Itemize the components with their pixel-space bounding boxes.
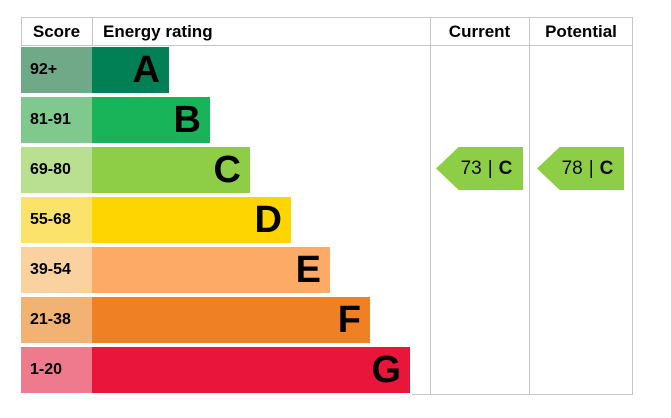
current-score-value: 73 [460, 157, 482, 179]
separator: | [487, 157, 493, 179]
band-row-c: 69-80 C [21, 147, 250, 193]
rating-bar-d: D [92, 197, 291, 243]
rating-bar-b: B [92, 97, 210, 143]
band-letter: A [132, 49, 160, 91]
potential-rating-text: 78 | C [537, 147, 624, 190]
potential-header: Potential [545, 22, 617, 41]
score-header: Score [32, 22, 81, 41]
rating-bar-g: G [92, 347, 410, 393]
band-letter: F [337, 299, 361, 341]
band-letter: G [371, 349, 401, 391]
table-top-border [21, 17, 633, 18]
rating-bar-f: F [92, 297, 370, 343]
band-row-a: 92+ A [21, 47, 169, 93]
rating-bar-a: A [92, 47, 169, 93]
score-range-label: 81-91 [21, 97, 92, 143]
band-row-g: 1-20 G [21, 347, 410, 393]
score-range-label: 21-38 [21, 297, 92, 343]
potential-rating-badge: 78 | C [537, 147, 624, 190]
current-rating-letter: C [498, 157, 513, 179]
rating-bar-e: E [92, 247, 330, 293]
potential-rating-letter: C [599, 157, 614, 179]
band-letter: E [295, 249, 321, 291]
epc-table: Score Energy rating Current Potential 92… [21, 17, 633, 395]
table-bottom-border [412, 394, 633, 395]
current-column-divider [430, 17, 431, 394]
score-range-label: 69-80 [21, 147, 92, 193]
current-rating-badge: 73 | C [436, 147, 523, 190]
band-row-f: 21-38 F [21, 297, 370, 343]
band-row-e: 39-54 E [21, 247, 330, 293]
header-bottom-border [21, 45, 633, 46]
current-rating-text: 73 | C [436, 147, 523, 190]
score-column-divider [92, 17, 93, 45]
band-row-d: 55-68 D [21, 197, 291, 243]
potential-column-divider [529, 17, 530, 394]
energy-rating-header: Energy rating [103, 22, 213, 41]
table-right-border [632, 17, 633, 394]
band-letter: B [173, 99, 201, 141]
score-range-label: 39-54 [21, 247, 92, 293]
rating-bar-c: C [92, 147, 250, 193]
separator: | [588, 157, 594, 179]
score-range-label: 92+ [21, 47, 92, 93]
score-range-label: 1-20 [21, 347, 92, 393]
header-left-border [21, 17, 22, 45]
band-row-b: 81-91 B [21, 97, 210, 143]
potential-score-value: 78 [561, 157, 583, 179]
score-range-label: 55-68 [21, 197, 92, 243]
band-letter: D [254, 199, 282, 241]
band-letter: C [213, 149, 241, 191]
current-header: Current [448, 22, 511, 41]
